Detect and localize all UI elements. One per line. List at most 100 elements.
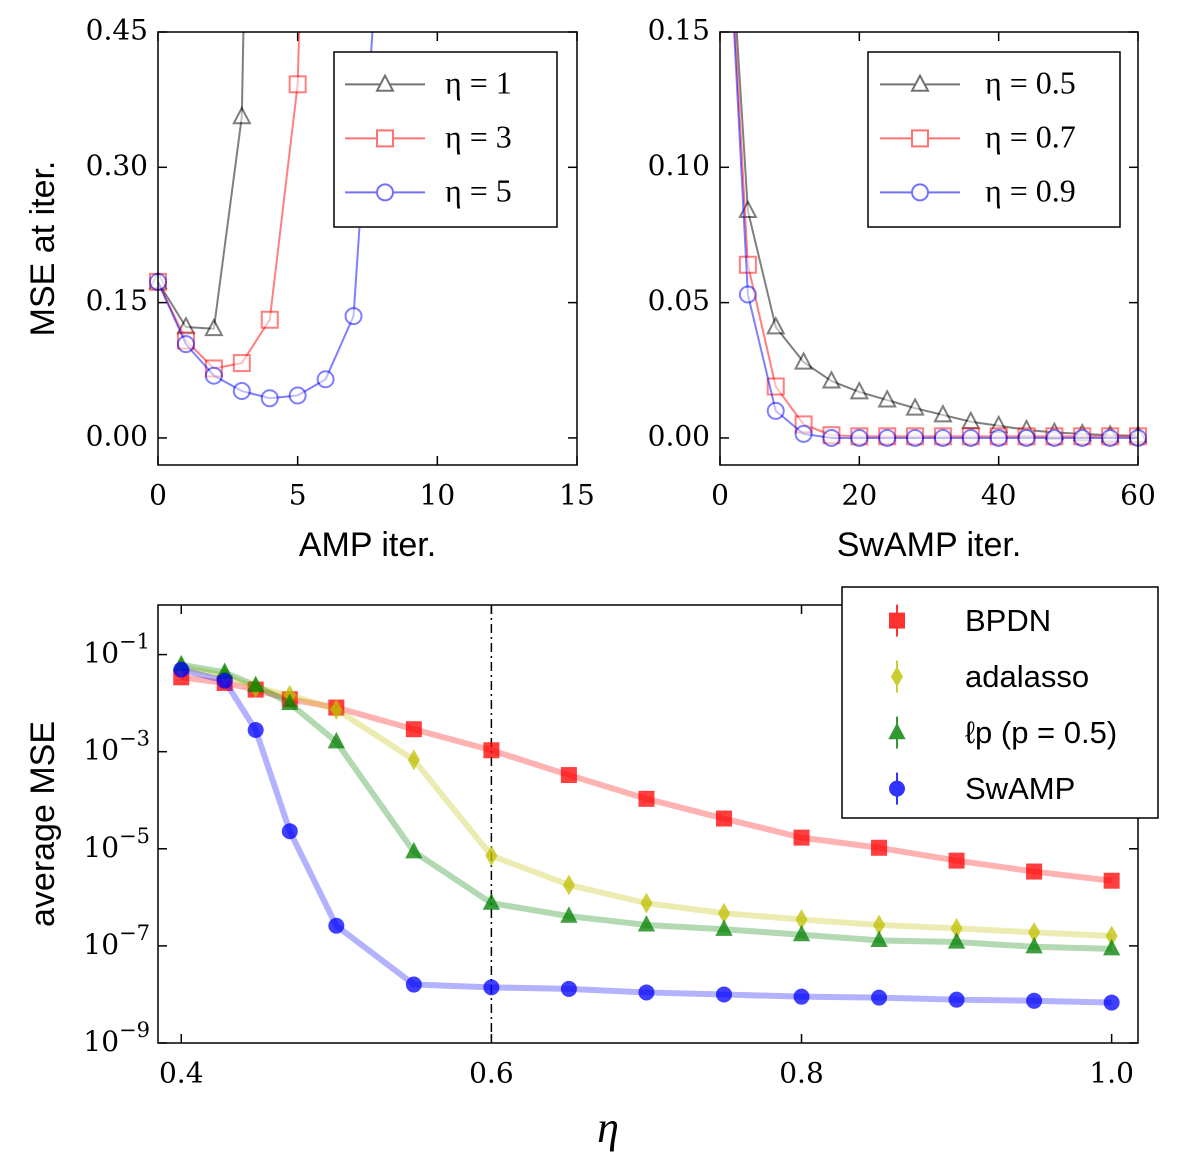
legend-marker: [889, 780, 905, 797]
data-point: [878, 428, 897, 447]
data-point: [947, 932, 966, 949]
data-point: [948, 991, 965, 1008]
series-line: [158, 32, 301, 370]
legend-marker: [910, 73, 930, 92]
x-tick-label: 15: [559, 479, 595, 512]
data-point: [483, 979, 500, 996]
data-point: [766, 316, 786, 335]
data-point: [288, 75, 307, 94]
data-point: [1045, 428, 1064, 447]
legend-marker: [889, 612, 905, 629]
data-point: [715, 986, 732, 1003]
data-point: [562, 874, 575, 896]
y-axis-label: average MSE: [24, 721, 62, 927]
y-axis-label: MSE at iter.: [24, 161, 62, 337]
data-point: [849, 380, 869, 400]
data-point: [204, 366, 223, 385]
y-tick-label: 0.00: [86, 419, 148, 452]
x-tick-label: 40: [981, 479, 1017, 512]
legend-item: [345, 129, 425, 148]
legend-marker: [888, 722, 906, 740]
data-point: [232, 105, 252, 125]
data-point: [989, 428, 1008, 447]
y-tick-label: 0.45: [86, 14, 148, 47]
x-tick-label: 5: [289, 479, 307, 512]
axes-frame: [719, 31, 1139, 466]
data-point: [738, 285, 757, 304]
data-point: [405, 721, 422, 738]
data-point: [933, 403, 953, 423]
legend-label: η = 0.9: [985, 173, 1076, 209]
data-point: [344, 307, 363, 326]
data-point: [871, 989, 888, 1006]
data-point: [877, 389, 897, 408]
y-tick-label: 0.05: [648, 284, 710, 317]
data-point: [260, 389, 279, 408]
data-point: [793, 988, 810, 1005]
data-point: [173, 661, 190, 678]
data-point: [232, 382, 251, 401]
legend-marker: [911, 129, 929, 148]
data-point: [247, 675, 265, 693]
series-markers: [149, 272, 363, 408]
x-tick-label: 0: [149, 479, 167, 512]
y-tick-label: 0.30: [86, 149, 148, 182]
y-tick-label: 0.15: [86, 284, 148, 317]
data-point: [948, 852, 965, 869]
x-tick-label: 0: [711, 479, 729, 512]
data-point: [260, 310, 279, 329]
legend-item: [345, 73, 425, 92]
legend-label: η = 3: [445, 119, 512, 155]
x-tick-label: 10: [420, 479, 456, 512]
x-axis-label: SwAMP iter.: [837, 526, 1022, 564]
data-point: [821, 370, 842, 389]
data-point: [638, 790, 655, 807]
data-point: [794, 424, 813, 443]
data-point: [327, 731, 345, 749]
data-point: [1017, 428, 1036, 447]
x-tick-label: 0.6: [469, 1057, 514, 1090]
data-point: [793, 829, 810, 846]
data-point: [961, 428, 980, 447]
legend-marker: [911, 183, 929, 202]
y-tick-label: 0.00: [648, 419, 710, 452]
legend-item: [889, 772, 905, 805]
data-point: [560, 980, 577, 997]
data-point: [176, 335, 195, 354]
legend-label: adalasso: [965, 659, 1089, 694]
data-point: [637, 915, 656, 932]
legend-label: η = 1: [445, 65, 512, 101]
data-point: [483, 742, 500, 759]
y-tick-label: 0.10: [648, 149, 710, 182]
y-tick-label: 0.15: [648, 14, 710, 47]
data-point: [407, 749, 420, 771]
data-point: [485, 845, 498, 867]
data-point: [793, 351, 814, 370]
data-point: [288, 386, 307, 405]
series-markers: [738, 285, 1147, 447]
series-line: [158, 32, 245, 330]
x-axis-label: η: [597, 1103, 619, 1152]
data-point: [870, 930, 888, 947]
legend-item: [889, 604, 905, 637]
legend-item: [880, 129, 960, 148]
data-point: [216, 672, 233, 689]
legend-item: [345, 183, 425, 202]
data-point: [281, 693, 299, 710]
x-tick-label: 1.0: [1089, 1057, 1134, 1090]
data-point: [330, 699, 343, 720]
data-point: [281, 823, 298, 840]
x-tick-label: 60: [1120, 479, 1156, 512]
data-point: [405, 841, 423, 859]
data-point: [1102, 938, 1121, 956]
data-point: [247, 721, 264, 738]
data-point: [328, 917, 345, 934]
x-tick-label: 0.4: [159, 1057, 204, 1090]
legend-label: η = 0.7: [985, 119, 1076, 155]
series-line: [733, 32, 1138, 439]
data-point: [1025, 936, 1043, 954]
legend-label: ℓp (p = 0.5): [965, 715, 1117, 750]
legend-item: [888, 716, 906, 749]
data-point: [933, 428, 952, 447]
